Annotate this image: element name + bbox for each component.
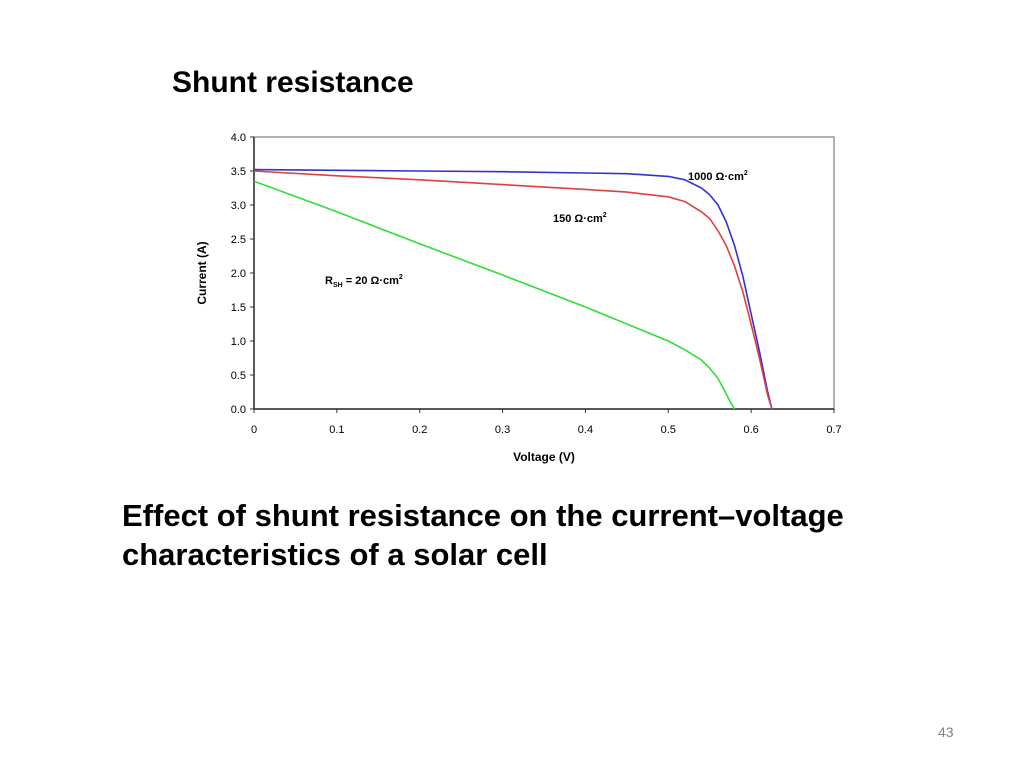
slide-title: Shunt resistance (172, 66, 414, 99)
series-line-0 (253, 168, 773, 410)
figure-caption: Effect of shunt resistance on the curren… (122, 496, 942, 574)
series-group (253, 168, 773, 410)
plot-area (253, 136, 835, 410)
x-tick-label: 0.2 (412, 424, 427, 436)
y-tick-label: 1.0 (231, 336, 246, 348)
y-tick-label: 3.0 (231, 200, 246, 212)
y-tick-label: 1.5 (231, 302, 246, 314)
x-tick-label: 0.4 (578, 424, 593, 436)
series-line-1 (253, 170, 773, 410)
x-tick-label: 0.3 (495, 424, 510, 436)
y-tick-label: 0.5 (231, 370, 246, 382)
series-label-150: 150 Ω·cm2 (553, 212, 607, 225)
y-axis-ticks: 0.0 0.5 1.0 1.5 2.0 2.5 3.0 3.5 4.0 (231, 132, 254, 416)
x-tick-label: 0.5 (661, 424, 676, 436)
x-tick-label: 0.7 (826, 424, 841, 436)
x-tick-label: 0.1 (329, 424, 344, 436)
iv-curve-chart: 0.0 0.5 1.0 1.5 2.0 2.5 3.0 3.5 4.0 0 0.1 0.2 0.3 0.… (180, 128, 850, 473)
page-number: 43 (938, 724, 954, 740)
y-axis-title: Current (A) (195, 241, 209, 304)
series-label-20: RSH = 20 Ω·cm2 (325, 274, 403, 289)
y-tick-label: 4.0 (231, 132, 246, 144)
y-tick-label: 2.5 (231, 234, 246, 246)
x-axis-ticks: 0 0.1 0.2 0.3 0.4 0.5 0.6 0.7 (251, 409, 842, 436)
y-tick-label: 2.0 (231, 268, 246, 280)
caption-line-2: characteristics of a solar cell (122, 537, 548, 572)
y-tick-label: 3.5 (231, 166, 246, 178)
x-axis-title: Voltage (V) (513, 450, 575, 464)
caption-line-1: Effect of shunt resistance on the curren… (122, 498, 844, 533)
y-tick-label: 0.0 (231, 404, 246, 416)
x-tick-label: 0 (251, 424, 257, 436)
chart-svg: 0.0 0.5 1.0 1.5 2.0 2.5 3.0 3.5 4.0 0 0.1 0.2 0.3 0.… (195, 132, 842, 464)
series-line-2 (253, 180, 736, 410)
x-tick-label: 0.6 (743, 424, 758, 436)
series-label-1000: 1000 Ω·cm2 (688, 170, 748, 183)
